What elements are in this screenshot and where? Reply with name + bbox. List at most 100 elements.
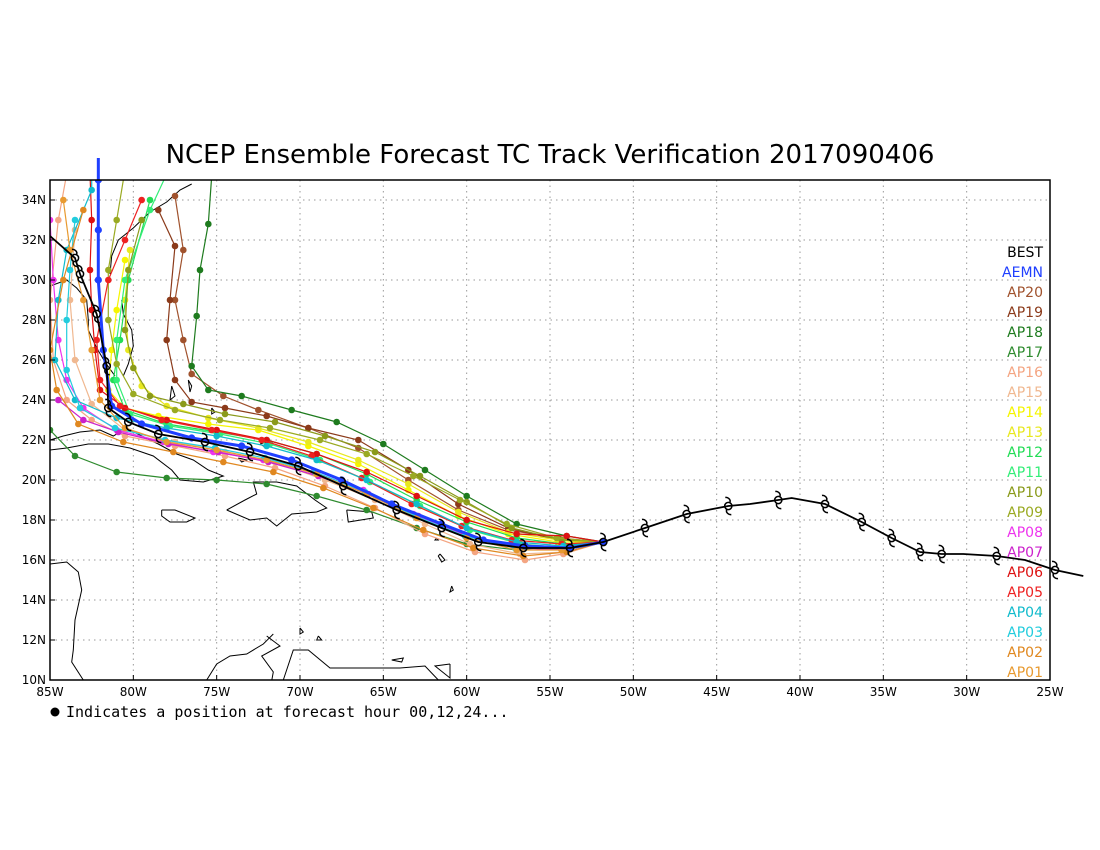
forecast-position-dot (50, 216, 54, 224)
member-track-ap19 (155, 206, 607, 546)
ensemble-tracks (50, 167, 607, 564)
legend-item-ap04: AP04 (1007, 605, 1043, 621)
legend-item-ap12: AP12 (1007, 445, 1043, 461)
forecast-position-dot (158, 416, 165, 424)
forecast-position-dot (88, 186, 95, 194)
forecast-position-dot (416, 472, 424, 480)
legend-item-ap01: AP01 (1007, 665, 1043, 681)
forecast-position-dot (188, 362, 195, 370)
forecast-position-dot (166, 296, 174, 304)
forecast-position-dot (55, 396, 62, 404)
forecast-position-dot (138, 216, 145, 224)
member-track-ap04 (51, 180, 607, 550)
legend-item-ap18: AP18 (1007, 325, 1043, 341)
forecast-position-dot (455, 508, 462, 516)
coastline (391, 657, 405, 663)
forecast-position-dot (93, 336, 100, 344)
forecast-position-dot (113, 336, 120, 344)
aemn-track-line (96, 180, 604, 550)
x-tick-label: 55W (536, 685, 563, 699)
forecast-position-dot (126, 246, 134, 254)
forecast-position-dot (71, 356, 79, 364)
hurricane-symbol-icon (518, 538, 528, 558)
x-tick-label: 40W (786, 685, 813, 699)
hurricane-symbol-icon (857, 512, 867, 532)
forecast-position-dot (213, 432, 220, 440)
forecast-position-dot (105, 276, 112, 284)
hurricane-symbol-icon (153, 424, 163, 444)
legend-item-ap11: AP11 (1007, 465, 1043, 481)
forecast-position-dot (122, 167, 129, 174)
forecast-position-dot (120, 438, 127, 446)
hurricane-symbol-icon (915, 542, 925, 562)
forecast-position-dot (130, 390, 137, 398)
forecast-position-dot (163, 171, 170, 178)
forecast-position-dot (503, 520, 510, 528)
member-track-line (124, 249, 604, 543)
forecast-position-dot (305, 424, 312, 432)
forecast-position-dot (63, 316, 70, 324)
coastline (437, 553, 446, 563)
member-track-line (50, 209, 604, 557)
member-track-ap01 (60, 196, 607, 554)
forecast-position-dot (316, 436, 324, 444)
legend-item-ap10: AP10 (1007, 485, 1043, 501)
hurricane-symbol-icon (70, 248, 80, 268)
legend: BEST AEMN AP20 AP19 AP18 AP17 AP16 AP15 AP14 AP13… (1002, 245, 1043, 681)
forecast-position-dot (121, 236, 129, 244)
forecast-position-dot (363, 468, 370, 476)
coastline (50, 427, 225, 483)
legend-item-best: BEST (1007, 245, 1043, 261)
member-track-line (116, 180, 604, 549)
forecast-position-dot (113, 360, 120, 368)
hurricane-symbol-icon (338, 476, 348, 496)
legend-item-ap13: AP13 (1007, 425, 1043, 441)
forecast-position-dot (75, 420, 82, 428)
forecast-position-dot (208, 426, 215, 434)
y-tick-label: 16N (22, 553, 46, 567)
coastline (346, 509, 374, 523)
forecast-position-dot (180, 246, 187, 254)
forecast-position-dot (363, 476, 370, 484)
forecast-position-dot (305, 438, 312, 446)
coastline (50, 279, 116, 377)
y-tick-label: 24N (22, 393, 46, 407)
forecast-position-dot (405, 480, 412, 488)
x-tick-label: 80W (120, 685, 147, 699)
forecast-position-dot (263, 480, 270, 488)
forecast-position-dot (171, 296, 179, 304)
forecast-position-dot (55, 216, 62, 224)
aemn-position-dot (94, 226, 102, 234)
hurricane-symbol-icon (75, 264, 85, 284)
forecast-position-dot (216, 416, 224, 424)
member-track-ap13 (121, 246, 607, 546)
hurricane-symbol-icon (473, 532, 483, 552)
coastline (226, 481, 328, 527)
hurricane-symbol-icon (598, 532, 608, 552)
forecast-position-dot (263, 442, 270, 450)
x-axis-ticks: 85W 80W 75W 70W 65W 60W 55W 50W 45W 40W 35W 30W 25W (36, 675, 1064, 699)
x-tick-label: 75W (203, 685, 230, 699)
forecast-position-dot (50, 296, 54, 304)
coastline (260, 635, 281, 680)
aemn-position-dot (94, 276, 102, 284)
forecast-position-dot (420, 526, 427, 534)
hurricane-symbol-icon (245, 442, 255, 462)
forecast-position-dot (130, 364, 137, 372)
forecast-position-dot (171, 192, 179, 200)
aemn-position-dot (288, 456, 296, 464)
forecast-position-dot (463, 524, 470, 532)
coastline (282, 649, 439, 680)
legend-item-ap19: AP19 (1007, 305, 1043, 321)
forecast-position-dot (66, 266, 74, 274)
forecast-position-dot (188, 398, 195, 406)
forecast-position-dot (270, 468, 277, 476)
forecast-position-dot (363, 506, 370, 514)
forecast-position-dot (213, 476, 220, 484)
hurricane-symbol-icon (773, 490, 783, 510)
footnote-dot-icon (50, 707, 60, 717)
hurricane-symbol-icon (640, 518, 650, 538)
member-track-line (96, 199, 604, 545)
forecast-position-dot (355, 456, 362, 464)
forecast-position-dot (63, 396, 70, 404)
